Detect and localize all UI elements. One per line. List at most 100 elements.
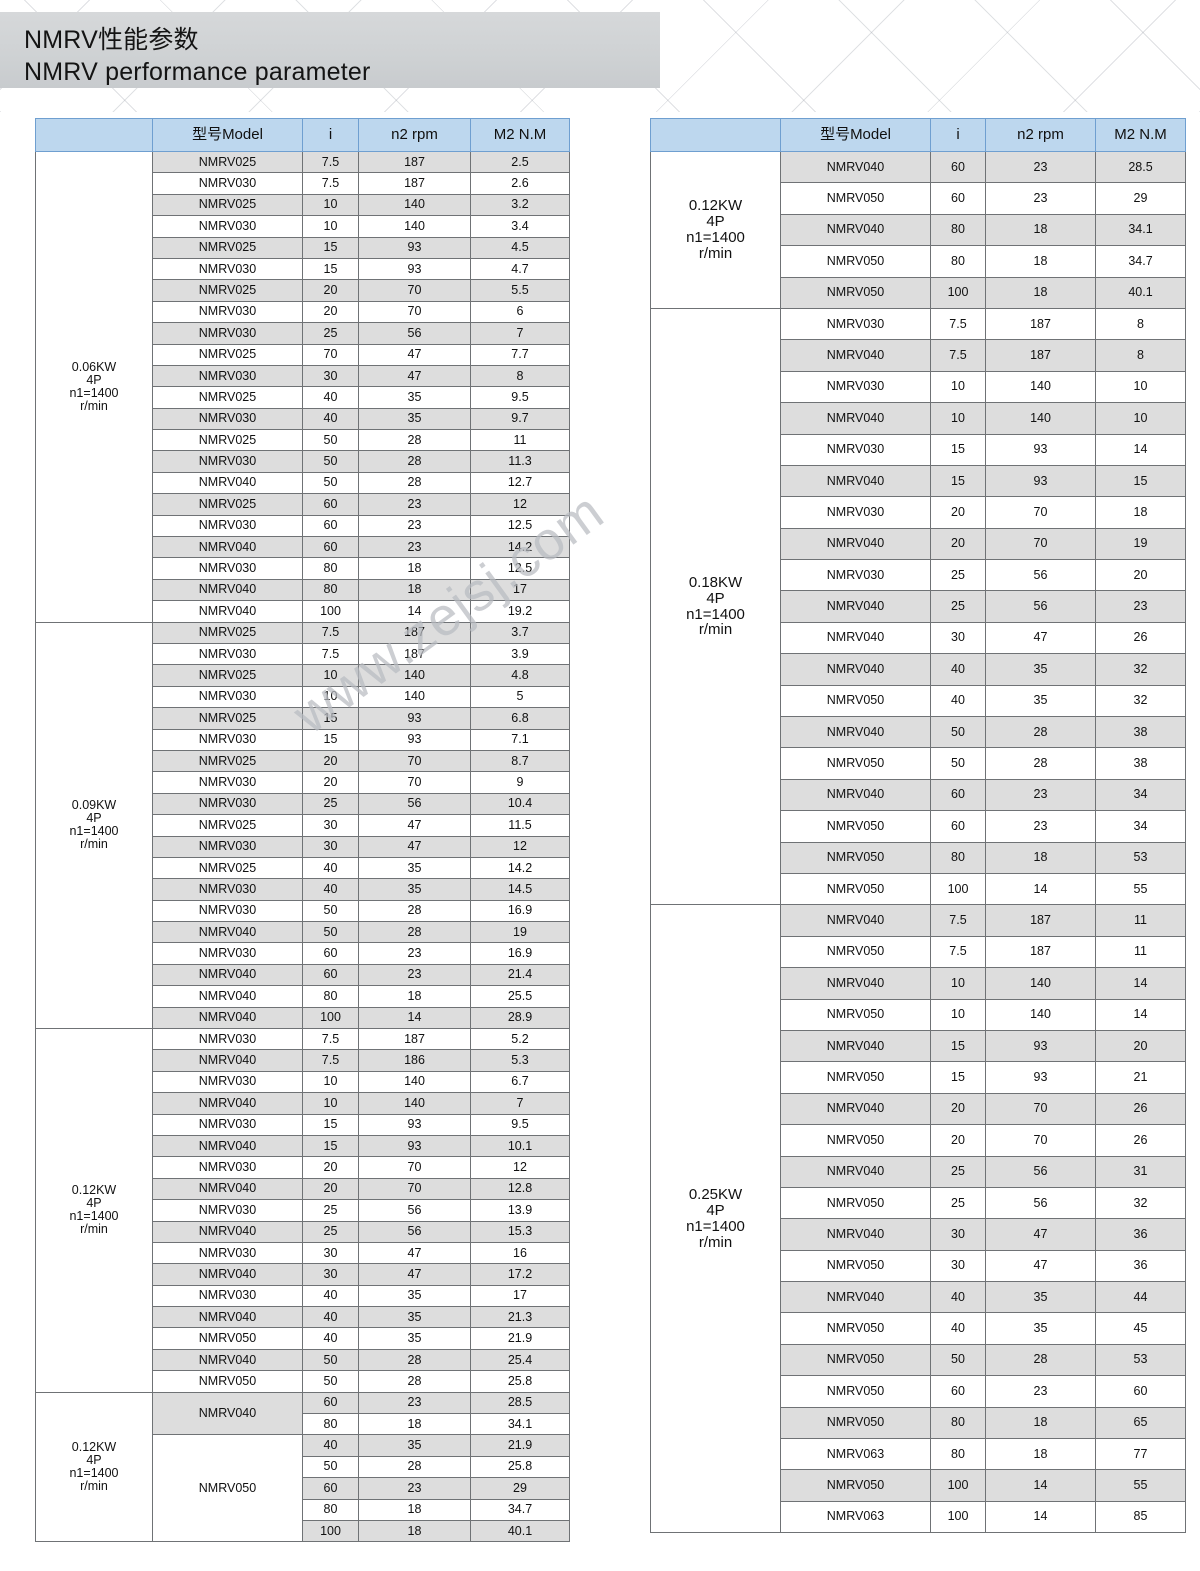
table-row: 0.12KW 4P n1=1400 r/min NMRV040 60 23 28.5 (650, 150, 1186, 309)
cell-model: NMRV030 (152, 364, 303, 388)
table-row: NMRV025 15 93 6.8 (36, 707, 570, 730)
cell-ratio: 25 (302, 792, 359, 816)
cell-model: NMRV025 (152, 749, 303, 773)
cell-m2: 36 (1095, 1249, 1186, 1283)
cell-model: NMRV063 (780, 1500, 931, 1534)
cell-ratio: 15 (302, 707, 359, 730)
cell-m2: 19 (1095, 527, 1186, 561)
cell-model: NMRV030 (152, 322, 303, 345)
cell-n2: 23 (985, 182, 1096, 215)
table-row: NMRV040 25 56 15.3 (36, 1220, 570, 1243)
table-row: NMRV040 10 140 10 (651, 402, 1186, 435)
cell-model: NMRV025 (152, 279, 303, 302)
table-row: NMRV040 30 47 26 (651, 621, 1186, 655)
cell-n2: 140 (358, 1070, 471, 1094)
table-row: NMRV040 60 23 34 (651, 778, 1186, 812)
cell-n2: 187 (358, 150, 471, 174)
cell-ratio: 50 (302, 450, 359, 473)
table-row: NMRV050 80 18 65 (651, 1406, 1186, 1440)
cell-model: NMRV040 (152, 600, 303, 623)
table-row: NMRV050 15 93 21 (651, 1061, 1186, 1094)
cell-n2: 47 (358, 343, 471, 366)
cell-ratio: 60 (930, 778, 986, 812)
cell-ratio: 80 (302, 578, 359, 602)
cell-ratio: 80 (930, 213, 986, 247)
cell-model: NMRV040 (152, 1391, 303, 1436)
cell-model: NMRV025 (152, 429, 303, 452)
table-row: 0.18KW 4P n1=1400 r/min NMRV030 7.5 187 8 (650, 307, 1186, 906)
cell-model: NMRV030 (152, 642, 303, 666)
header-ratio: i (930, 118, 986, 152)
cell-ratio: 7.5 (930, 307, 986, 341)
cell-ratio: 80 (302, 1498, 359, 1522)
group-power-label: 0.12KW 4P n1=1400 r/min (650, 151, 781, 309)
cell-m2: 21.9 (470, 1327, 570, 1350)
cell-n2: 35 (358, 856, 471, 880)
cell-ratio: 7.5 (930, 904, 986, 937)
cell-n2: 187 (358, 1028, 471, 1051)
cell-m2: 21 (1095, 1061, 1186, 1094)
cell-n2: 140 (985, 967, 1096, 1000)
cell-m2: 34.1 (470, 1413, 570, 1436)
cell-m2: 11 (1095, 935, 1186, 969)
table-row: NMRV030 15 93 9.5 (36, 1113, 570, 1136)
cell-n2: 56 (358, 322, 471, 345)
cell-model: NMRV050 (780, 245, 931, 278)
cell-m2: 12.5 (470, 557, 570, 580)
cell-ratio: 30 (302, 814, 359, 837)
cell-model: NMRV030 (152, 172, 303, 195)
cell-model: NMRV050 (780, 182, 931, 215)
cell-model: NMRV030 (152, 1156, 303, 1179)
cell-m2: 10.4 (470, 792, 570, 816)
cell-n2: 140 (985, 402, 1096, 435)
cell-model: NMRV040 (152, 1006, 303, 1030)
header-m2: M2 N.M (470, 118, 570, 152)
cell-ratio: 80 (930, 841, 986, 874)
cell-model: NMRV030 (152, 407, 303, 431)
cell-n2: 93 (985, 1029, 1096, 1063)
cell-n2: 35 (358, 386, 471, 409)
cell-n2: 18 (358, 1498, 471, 1522)
cell-model: NMRV040 (780, 1092, 931, 1126)
cell-m2: 11 (470, 429, 570, 452)
cell-n2: 187 (985, 339, 1096, 372)
cell-m2: 36 (1095, 1218, 1186, 1251)
cell-model: NMRV025 (152, 343, 303, 366)
cell-n2: 93 (358, 257, 471, 281)
table-row: NMRV050 40 35 32 (651, 684, 1186, 718)
cell-ratio: 20 (302, 279, 359, 302)
cell-model: NMRV040 (152, 471, 303, 495)
cell-n2: 140 (358, 685, 471, 709)
group-power-label: 0.06KW 4P n1=1400 r/min (35, 151, 153, 623)
cell-ratio: 100 (302, 1519, 359, 1543)
group-power-label: 0.12KW 4P n1=1400 r/min (35, 1391, 153, 1543)
page-title-chinese: NMRV性能参数 (24, 26, 199, 54)
cell-m2: 34.7 (1095, 245, 1186, 278)
page-title-english: NMRV performance parameter (24, 58, 371, 86)
cell-n2: 23 (358, 493, 471, 516)
cell-n2: 47 (358, 814, 471, 837)
cell-ratio: 10 (930, 967, 986, 1000)
cell-model: NMRV030 (152, 1199, 303, 1222)
cell-n2: 23 (358, 1477, 471, 1500)
cell-ratio: 15 (930, 464, 986, 498)
cell-ratio: 10 (302, 215, 359, 238)
cell-model: NMRV063 (780, 1438, 931, 1471)
cell-m2: 14.2 (470, 856, 570, 880)
cell-m2: 25.8 (470, 1455, 570, 1479)
table-row: NMRV030 30 47 12 (36, 835, 570, 858)
cell-model: NMRV040 (152, 1220, 303, 1243)
cell-m2: 23 (1095, 590, 1186, 623)
cell-n2: 187 (985, 935, 1096, 969)
cell-m2: 25.5 (470, 985, 570, 1008)
cell-m2: 5.3 (470, 1049, 570, 1072)
cell-m2: 12.8 (470, 1177, 570, 1201)
cell-m2: 28.9 (470, 1006, 570, 1030)
cell-m2: 8 (470, 364, 570, 388)
cell-m2: 2.5 (470, 150, 570, 174)
cell-ratio: 40 (302, 1284, 359, 1308)
cell-model: NMRV050 (780, 1312, 931, 1345)
header-model: 型号Model (152, 118, 303, 152)
table-row: NMRV040 15 93 15 (651, 464, 1186, 498)
cell-m2: 5.2 (470, 1028, 570, 1051)
